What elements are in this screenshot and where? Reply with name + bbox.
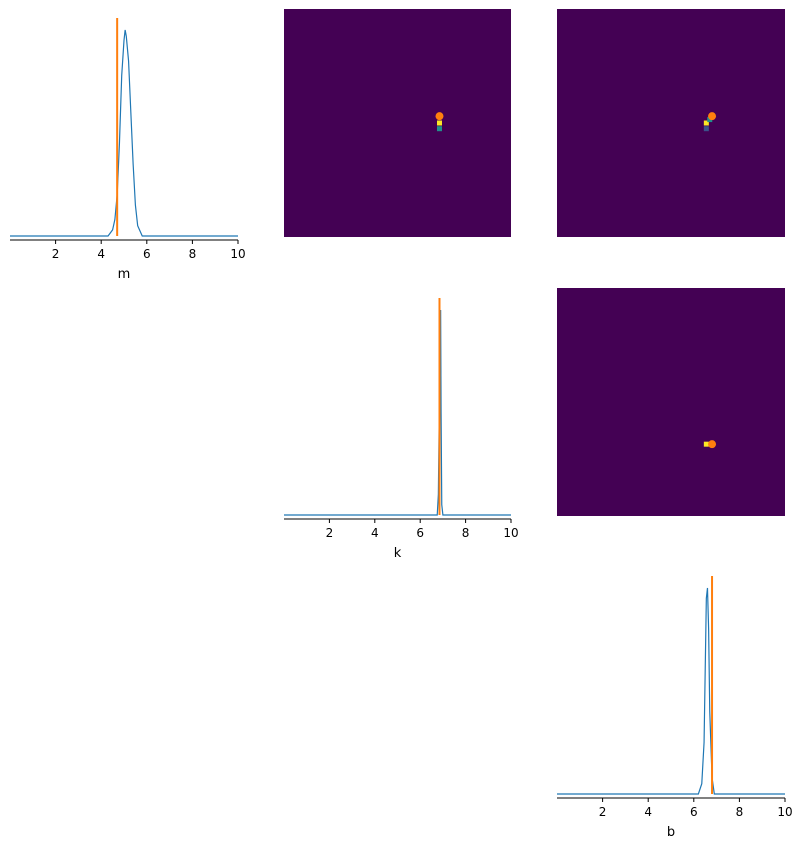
m-marginal-tick-label-2: 2 [52,247,60,261]
m-vs-b-cell-0 [703,120,709,126]
k-vs-b-background [557,288,785,516]
k-vs-b-reference-point [708,440,717,449]
k-marginal-panel: 2 4 6 8 10 k [284,298,519,561]
b-marginal-xlabel: b [667,825,675,840]
m-marginal-tick-label-6: 6 [143,247,151,261]
m-marginal-tick-label-4: 4 [97,247,105,261]
k-marginal-tick-label-4: 4 [371,526,379,540]
m-vs-b-panel [557,9,785,237]
b-marginal-density-line [557,587,785,795]
m-vs-k-panel [284,9,511,237]
k-marginal-tick-label-8: 8 [462,526,470,540]
m-marginal-tick-label-8: 8 [189,247,197,261]
k-marginal-tick-label-6: 6 [416,526,424,540]
m-vs-b-cell-1 [707,117,713,123]
m-vs-k-cell-0 [436,120,442,126]
m-vs-k-reference-point [435,112,444,121]
b-marginal-panel: 2 4 6 8 10 b [557,576,793,840]
k-marginal-tick-label-10: 10 [503,526,518,540]
k-vs-b-cell-0 [703,441,709,447]
m-marginal-xlabel: m [118,267,131,282]
b-marginal-tick-label-2: 2 [599,805,607,819]
b-marginal-tick-label-4: 4 [644,805,652,819]
m-marginal-density-line [10,29,238,237]
m-vs-b-background [557,9,785,237]
b-marginal-tick-label-6: 6 [690,805,698,819]
b-marginal-tick-label-10: 10 [777,805,792,819]
m-vs-k-background [284,9,511,237]
k-vs-b-panel [557,288,785,516]
m-vs-b-reference-point [708,112,717,121]
m-marginal-panel: 2 4 6 8 10 m [10,18,246,282]
k-marginal-tick-label-2: 2 [326,526,334,540]
m-vs-b-cell-2 [703,126,709,132]
k-marginal-xlabel: k [394,546,402,561]
m-marginal-tick-label-10: 10 [230,247,245,261]
k-marginal-density-line [284,309,511,516]
m-vs-k-cell-1 [436,126,442,132]
b-marginal-tick-label-8: 8 [736,805,744,819]
